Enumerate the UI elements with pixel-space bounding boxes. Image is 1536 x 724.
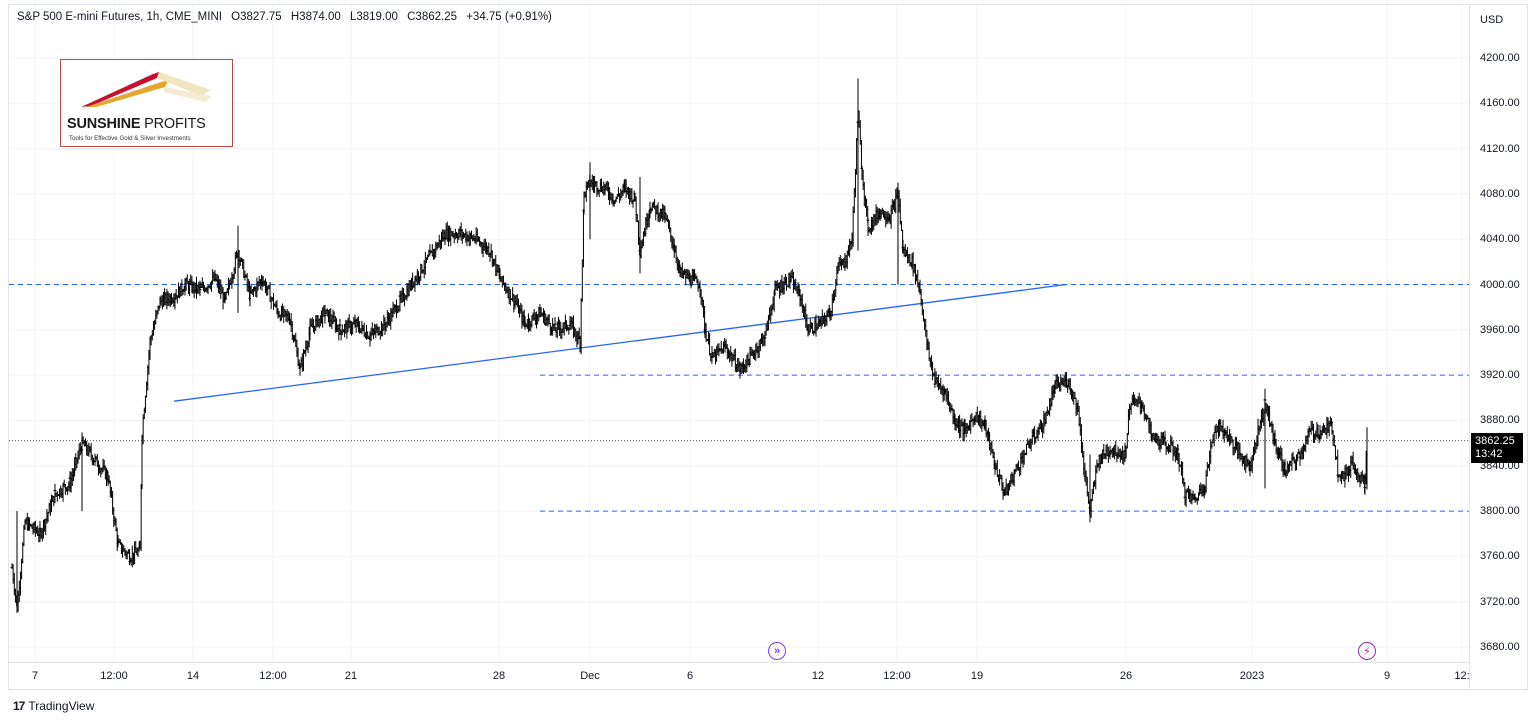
economic-event-icon[interactable]: » — [768, 642, 786, 660]
logo-title: SUNSHINE PROFITS — [67, 116, 206, 132]
price-tick-label: 3680.00 — [1480, 641, 1520, 653]
price-tick-label: 4040.00 — [1480, 233, 1520, 246]
price-tick-label: 4200.00 — [1480, 52, 1520, 64]
price-tick-label: 3760.00 — [1480, 550, 1520, 563]
time-tick-label: 6 — [686, 670, 694, 682]
time-axis[interactable]: 7 12:00 14 12:00 21 28 Dec 6 12 12:00 19 26 2023 9 12: — [9, 662, 1470, 690]
currency-label: USD — [1480, 14, 1504, 26]
time-tick-label: 12:00 — [100, 670, 128, 682]
ohlc-close: C3862.25 — [407, 11, 457, 23]
ohlc-change: +34.75 (+0.91%) — [466, 11, 552, 23]
chart-frame — [8, 4, 1528, 690]
time-tick-label: 21 — [344, 670, 358, 682]
price-tick-label: 4120.00 — [1480, 142, 1520, 155]
dividend-split-icon[interactable]: ⚡ — [1358, 642, 1376, 660]
time-tick-label: 7 — [31, 670, 39, 682]
tradingview-logo-icon: 17 — [13, 699, 25, 713]
time-tick-label: 28 — [492, 670, 506, 682]
logo-subtitle: Tools for Effective Gold & Silver Invest… — [69, 135, 191, 142]
time-tick-label: 12 — [811, 670, 825, 682]
tradingview-name: TradingView — [28, 699, 95, 713]
last-price-value: 3862.25 — [1475, 435, 1515, 447]
time-tick-label: 12:00 — [259, 670, 287, 682]
price-tick-label: 3880.00 — [1480, 414, 1520, 427]
time-tick-label: 26 — [1119, 670, 1133, 682]
price-tick-label: 3800.00 — [1480, 505, 1520, 518]
price-axis[interactable]: USD 4200.00 4160.00 4120.00 4080.00 4040.00 4… — [1469, 5, 1528, 689]
time-tick-label: 19 — [970, 670, 984, 682]
price-tick-label: 3720.00 — [1480, 595, 1520, 608]
price-tick-label: 4160.00 — [1480, 97, 1520, 110]
price-tick-label: 4080.00 — [1480, 187, 1520, 200]
time-tick-label: 14 — [186, 670, 200, 682]
ohlc-open: O3827.75 — [231, 11, 282, 23]
price-tick-label: 4000.00 — [1480, 278, 1520, 291]
price-chart-svg[interactable] — [9, 5, 1469, 662]
sunshine-profits-logo: SUNSHINE PROFITS Tools for Effective Gol… — [60, 59, 233, 147]
time-tick-label: Dec — [580, 670, 600, 682]
bar-countdown: 13:42 — [1475, 448, 1503, 460]
symbol-legend[interactable]: S&P 500 E-mini Futures, 1h, CME_MINI O38… — [17, 11, 558, 23]
time-tick-label: 12:00 — [883, 670, 911, 682]
ohlc-high: H3874.00 — [290, 11, 341, 23]
ohlc-low: L3819.00 — [349, 11, 398, 23]
time-tick-label: 9 — [1383, 670, 1391, 682]
symbol-title[interactable]: S&P 500 E-mini Futures, 1h, CME_MINI — [17, 11, 222, 23]
price-tick-label: 3960.00 — [1480, 323, 1520, 336]
time-tick-label: 12: — [1454, 670, 1470, 682]
tradingview-brand[interactable]: 17 TradingView — [13, 699, 94, 713]
price-tick-label: 3920.00 — [1480, 369, 1520, 382]
last-price-badge: 3862.25 13:42 — [1471, 433, 1523, 463]
trendline[interactable] — [173, 283, 1067, 402]
chart-plot-area[interactable] — [9, 5, 1469, 662]
time-tick-label: 2023 — [1239, 670, 1265, 682]
ohlc-bars — [10, 78, 1368, 614]
logo-swoosh-icon — [81, 72, 211, 107]
